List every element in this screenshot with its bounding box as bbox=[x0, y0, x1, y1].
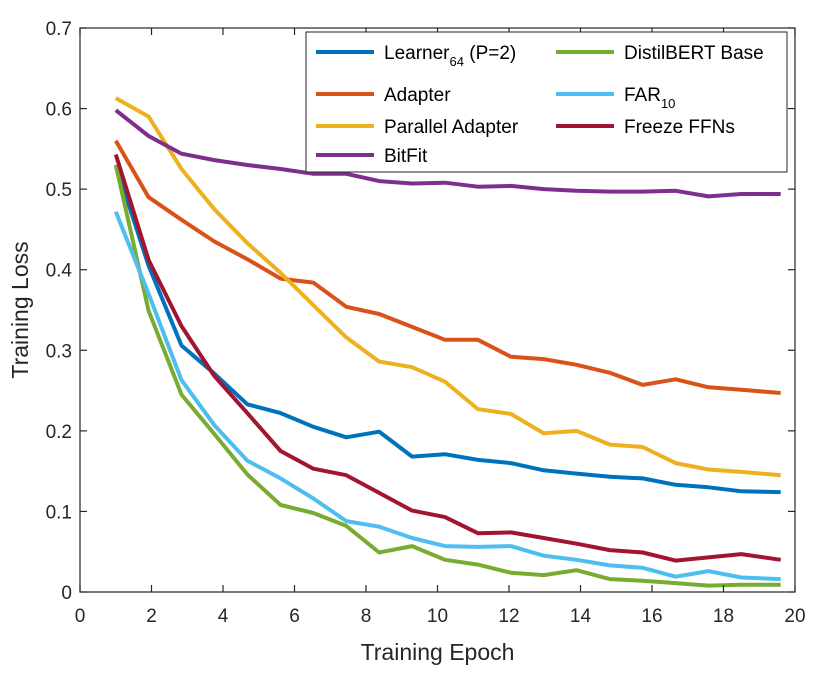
series-line-learner bbox=[113, 164, 781, 495]
series-line-parallel-adapter bbox=[114, 96, 781, 478]
axes: 0 2 4 6 8 10 12 14 16 18 20 0 0.1 0.2 0.3 0.4 0.5 0.6 0.7 bbox=[46, 19, 806, 627]
x-tick-label: 4 bbox=[218, 606, 229, 627]
legend-label: Adapter bbox=[384, 85, 451, 106]
x-tick-label: 20 bbox=[784, 606, 805, 627]
x-tick-label: 18 bbox=[713, 606, 734, 627]
legend-label: DistilBERT Base bbox=[624, 43, 764, 64]
series-lines bbox=[113, 96, 781, 588]
x-tick-label: 16 bbox=[641, 606, 662, 627]
legend-label: Freeze FFNs bbox=[624, 117, 735, 138]
legend-box bbox=[305, 31, 788, 173]
y-tick-label: 0 bbox=[61, 583, 72, 604]
x-tick-label: 6 bbox=[289, 606, 300, 627]
y-tick-label: 0.4 bbox=[46, 261, 73, 282]
series-line-far bbox=[113, 210, 781, 582]
series-line-distilbert-base bbox=[113, 164, 781, 588]
series-line-adapter bbox=[114, 139, 781, 395]
legend-label: BitFit bbox=[384, 146, 428, 167]
series-line-freeze-ffns bbox=[113, 153, 781, 563]
x-tick-label: 8 bbox=[361, 606, 372, 627]
y-tick-label: 0.6 bbox=[46, 100, 72, 121]
x-tick-label: 0 bbox=[75, 606, 86, 627]
y-tick-label: 0.1 bbox=[46, 502, 72, 523]
y-tick-label: 0.7 bbox=[46, 19, 72, 40]
x-tick-label: 10 bbox=[427, 606, 448, 627]
legend-label: Parallel Adapter bbox=[384, 117, 519, 138]
y-tick-label: 0.5 bbox=[46, 180, 72, 201]
y-tick-label: 0.2 bbox=[46, 422, 72, 443]
x-tick-label: 14 bbox=[570, 606, 592, 627]
series-line-bitfit bbox=[114, 108, 781, 199]
x-axis-label: Training Epoch bbox=[361, 639, 515, 665]
y-axis-label: Training Loss bbox=[7, 241, 33, 378]
x-tick-label: 12 bbox=[498, 606, 519, 627]
x-tick-label: 2 bbox=[146, 606, 157, 627]
y-tick-label: 0.3 bbox=[46, 341, 72, 362]
